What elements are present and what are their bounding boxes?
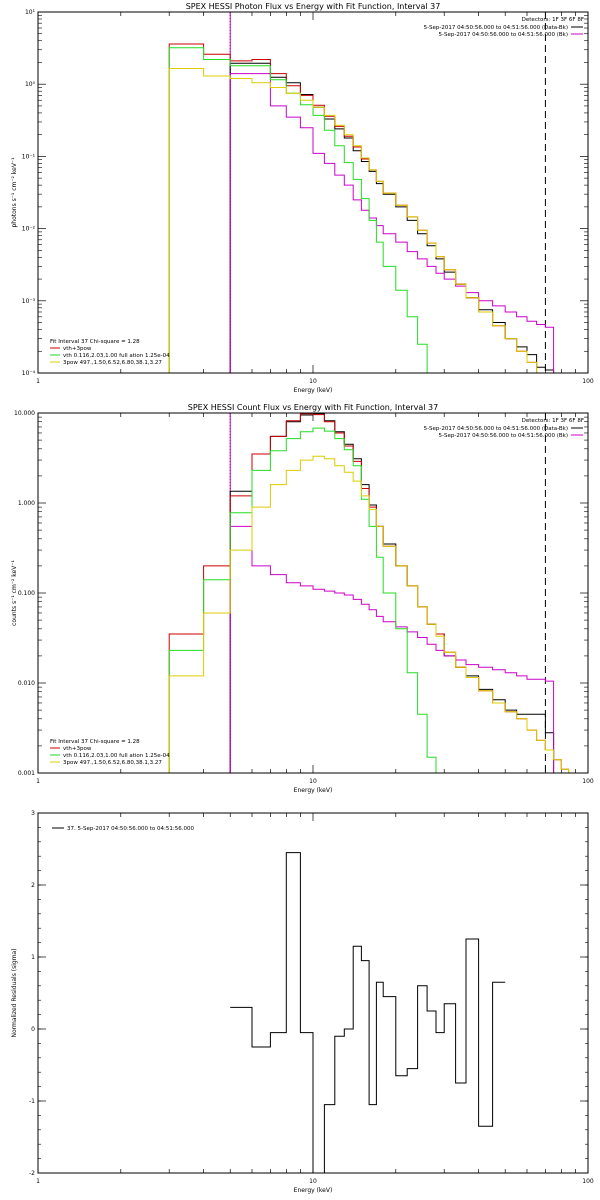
y-tick-label: 1 [31,954,35,961]
x-axis-label: Energy (keV) [294,387,333,394]
legend-entry: 37. 5-Sep-2017 04:50:56.000 to 04:51:56.… [67,826,194,832]
y-tick-label: 10⁻⁴ [22,370,36,377]
legend-entry: 5-Sep-2017 04:50:56.000 to 04:51:56.000 … [439,32,569,38]
series-3pow [168,68,554,373]
legend-top-right: Detectors: 1F 3F 6F 8F 5-Sep-2017 04:50:5… [424,17,584,38]
legend-entry: vth 0.116,2.03,1.00 full ation 1.25e-04 [63,353,170,359]
x-axis-label: Energy (keV) [294,1187,333,1194]
series-bk [229,525,555,773]
y-tick-label: 0.010 [18,680,35,687]
x-tick-label: 1 [36,1178,40,1185]
plot-frame [37,11,589,374]
y-axis-label: photons s⁻¹ cm⁻² keV⁻¹ [11,157,18,228]
legend-entry: 5-Sep-2017 04:50:56.000 to 04:51:56.000 … [424,25,568,31]
chart-panel-3: 1 10 100 -2 -1 0 1 2 3 Energy (keV) Normalized Res… [11,810,594,1194]
legend-entry: 3pow 497.,1.50,6.52,6.80,38.1,3.27 [63,360,162,366]
y-tick-label: 10¹ [25,9,36,16]
legend-bottom-left: Fit Interval 37 Chi-square = 1.28vth+3po… [50,339,170,366]
legend-title: Detectors: 1F 3F 6F 8F [522,17,584,23]
plot-area [168,12,555,373]
legend-bottom-left: Fit Interval 37 Chi-square = 1.28vth+3po… [50,739,170,766]
chart-panel-2: SPEX HESSI Count Flux vs Energy with Fit… [11,403,594,794]
legend-entry: 5-Sep-2017 04:50:56.000 to 04:51:56.000 … [439,433,569,439]
series-3pow [168,455,570,773]
chart-panel-1: SPEX HESSI Photon Flux vs Energy with Fi… [11,2,594,394]
legend-entry: vth+3pow [63,346,92,352]
x-axis-label: Energy (keV) [294,787,333,794]
y-axis-label: counts s⁻¹ cm⁻² keV⁻¹ [11,560,18,626]
x-tick-label: 10 [309,1178,317,1185]
legend-entry: vth 0.116,2.03,1.00 full ation 1.25e-04 [63,753,170,759]
y-tick-label: 3 [31,810,35,817]
x-tick-label: 100 [582,778,594,785]
x-tick-label: 10 [309,378,317,385]
legend-top-left: 37. 5-Sep-2017 04:50:56.000 to 04:51:56.… [52,826,194,832]
plot-area [168,413,570,773]
y-tick-label: 10⁻² [22,226,36,233]
y-tick-label: -1 [29,1098,35,1105]
x-tick-label: 10 [309,778,317,785]
legend-entry: 5-Sep-2017 04:50:56.000 to 04:51:56.000 … [424,426,568,432]
series-residuals [230,852,506,1173]
chart-title: SPEX HESSI Photon Flux vs Energy with Fi… [186,2,441,11]
y-tick-label: 10.000 [14,410,35,417]
y-tick-label: 0.001 [18,770,35,777]
fit-summary: Fit Interval 37 Chi-square = 1.28 [50,339,140,345]
x-tick-label: 1 [36,778,40,785]
series-vth-3pow [168,413,570,773]
series-bk [229,73,555,373]
y-axis-label: Normalized Residuals (sigma) [11,948,18,1037]
y-tick-label: 1.000 [18,500,35,507]
y-tick-label: 2 [31,882,35,889]
plot-frame [37,412,589,774]
x-tick-label: 100 [582,378,594,385]
plot-area [230,852,506,1173]
legend-entry: vth+3pow [63,746,92,752]
series-vth [168,47,445,373]
chart-title: SPEX HESSI Count Flux vs Energy with Fit… [188,403,439,412]
series-vth [168,427,445,773]
y-tick-label: 10⁻¹ [22,153,36,160]
plot-frame [37,812,589,1174]
y-tick-label: 0.100 [18,590,35,597]
x-tick-label: 1 [36,378,40,385]
y-tick-label: 10⁰ [25,81,36,88]
y-tick-label: 0 [31,1026,35,1033]
y-tick-label: 10⁻³ [22,298,36,305]
legend-top-right: Detectors: 1F 3F 6F 8F 5-Sep-2017 04:50:5… [424,418,584,439]
fit-summary: Fit Interval 37 Chi-square = 1.28 [50,739,140,745]
x-tick-label: 100 [582,1178,594,1185]
y-tick-label: -2 [29,1170,35,1177]
legend-title: Detectors: 1F 3F 6F 8F [522,418,584,424]
legend-entry: 3pow 497.,1.50,6.52,6.80,38.1,3.27 [63,760,162,766]
